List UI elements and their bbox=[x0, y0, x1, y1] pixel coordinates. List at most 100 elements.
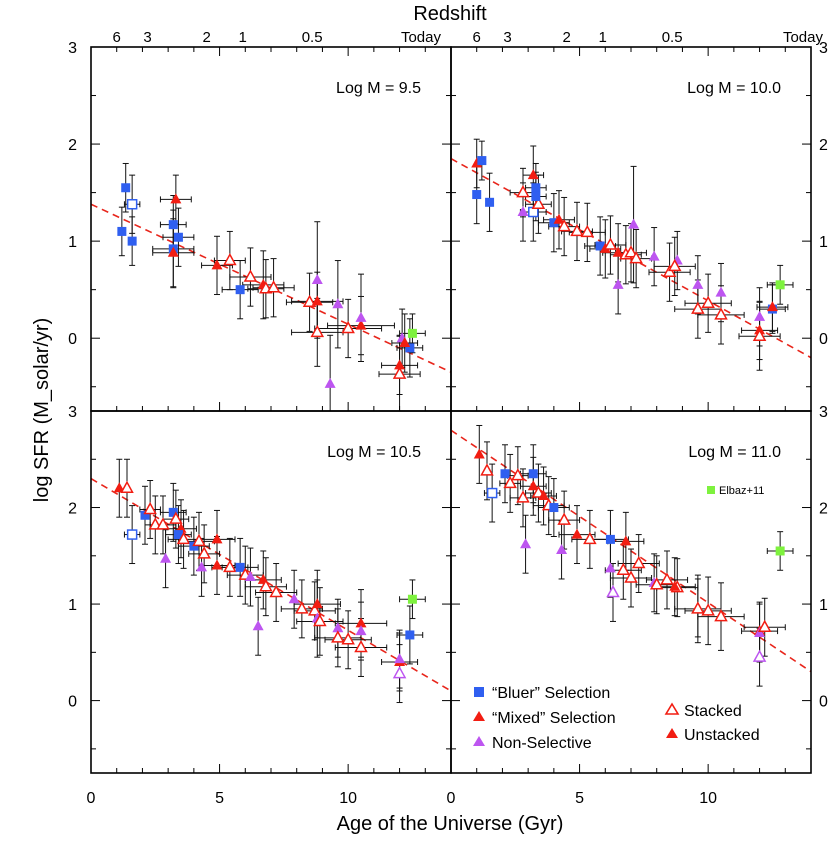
y-tick-label-right: 1 bbox=[819, 234, 828, 251]
y-tick-label: 3 bbox=[68, 40, 77, 57]
marker-blue-square bbox=[168, 220, 178, 230]
panel-4: Log M = 11.0 0 1 2 3 0 5 10 bbox=[447, 404, 828, 807]
legend-marker-elbaz bbox=[707, 486, 715, 494]
marker-red-triangle bbox=[516, 185, 530, 198]
marker-purple-triangle bbox=[715, 286, 727, 297]
marker-red-triangle bbox=[629, 251, 643, 264]
marker-blue-square bbox=[173, 530, 183, 540]
marker-purple-triangle bbox=[394, 653, 406, 664]
marker-purple-triangle bbox=[244, 571, 256, 582]
legend-label-unstacked: Unstacked bbox=[684, 727, 760, 744]
marker-red-triangle bbox=[516, 490, 530, 503]
plot-area bbox=[91, 458, 451, 704]
marker-red-triangle bbox=[211, 533, 223, 544]
marker-red-triangle bbox=[143, 501, 157, 515]
top-axis-label: Redshift bbox=[413, 3, 487, 25]
marker-red-triangle bbox=[341, 632, 355, 645]
marker-red-triangle bbox=[616, 562, 631, 576]
marker-green-square bbox=[775, 546, 785, 556]
marker-purple-triangle bbox=[648, 250, 660, 261]
marker-red-triangle bbox=[662, 264, 677, 277]
legend-label-nonselective: Non-Selective bbox=[492, 735, 592, 752]
marker-red-triangle bbox=[156, 517, 170, 530]
y-tick-label-right: 3 bbox=[819, 40, 828, 57]
marker-blue-square bbox=[549, 503, 559, 513]
marker-red-triangle bbox=[620, 535, 632, 546]
x-tick-label: 0 bbox=[87, 790, 96, 807]
legend-item-stacked: Stacked bbox=[664, 702, 742, 720]
marker-red-triangle bbox=[480, 463, 494, 476]
legend-item-elbaz: Elbaz+11 bbox=[707, 485, 764, 497]
marker-red-triangle bbox=[527, 480, 539, 491]
fit-line bbox=[91, 477, 451, 692]
panels: Log M = 9.5 0 1 2 3 6 3 2 1 0.5 Today Log M = 10.0 0… bbox=[68, 29, 828, 807]
marker-purple-triangle bbox=[355, 625, 367, 636]
redshift-tick-label: 6 bbox=[113, 29, 121, 46]
legend-marker-bluer bbox=[474, 687, 484, 697]
marker-red-triangle bbox=[176, 531, 191, 545]
marker-purple-triangle bbox=[606, 584, 620, 598]
marker-blue-square bbox=[168, 507, 178, 517]
legend-item-mixed: “Mixed” Selection bbox=[473, 710, 616, 727]
y-tick-label: 2 bbox=[68, 137, 77, 154]
marker-red-triangle bbox=[331, 630, 345, 643]
marker-blue-square bbox=[140, 510, 150, 520]
marker-red-triangle bbox=[167, 246, 179, 257]
legend-label-mixed: “Mixed” Selection bbox=[492, 710, 616, 727]
panel-title: Log M = 10.5 bbox=[327, 444, 421, 461]
marker-purple-triangle bbox=[517, 206, 529, 217]
marker-red-triangle bbox=[667, 258, 682, 272]
marker-red-triangle bbox=[624, 245, 638, 258]
x-tick-label: 10 bbox=[339, 790, 357, 807]
redshift-tick-label: 0.5 bbox=[302, 29, 323, 46]
marker-red-triangle bbox=[223, 559, 237, 573]
redshift-tick-label: 3 bbox=[143, 29, 151, 46]
y-tick-label-right: 0 bbox=[819, 331, 828, 348]
x-tick-label: 10 bbox=[699, 790, 717, 807]
panel-1: Log M = 9.5 0 1 2 3 6 3 2 1 0.5 Today bbox=[68, 29, 452, 412]
plot-area bbox=[451, 138, 811, 371]
marker-purple-triangle bbox=[288, 593, 300, 604]
marker-red-triangle bbox=[714, 609, 728, 622]
panel-title: Log M = 11.0 bbox=[688, 444, 781, 461]
plot-area bbox=[91, 162, 451, 411]
marker-red-triangle bbox=[307, 603, 322, 616]
legend-marker-unstacked bbox=[666, 728, 678, 738]
marker-red-triangle bbox=[714, 307, 728, 320]
marker-red-triangle bbox=[355, 319, 367, 330]
legend-item-nonselective: Non-Selective bbox=[473, 735, 592, 752]
marker-red-triangle bbox=[392, 366, 407, 379]
marker-red-triangle bbox=[660, 572, 674, 585]
marker-red-triangle bbox=[399, 337, 411, 348]
marker-purple-triangle bbox=[754, 310, 766, 321]
marker-purple-triangle bbox=[160, 552, 172, 563]
marker-red-triangle bbox=[557, 512, 571, 525]
marker-purple-triangle bbox=[332, 298, 344, 309]
marker-blue-square bbox=[235, 562, 245, 572]
marker-red-triangle bbox=[243, 269, 258, 282]
marker-red-triangle bbox=[570, 223, 584, 237]
marker-green-square bbox=[407, 328, 417, 338]
marker-blue-square bbox=[500, 469, 510, 479]
marker-red-triangle bbox=[503, 475, 517, 489]
marker-blue-square bbox=[173, 232, 183, 242]
marker-red-triangle bbox=[311, 598, 323, 609]
marker-purple-triangle bbox=[556, 544, 568, 555]
marker-red-triangle bbox=[120, 480, 134, 493]
y-tick-label: 0 bbox=[68, 694, 77, 711]
panel-title: Log M = 9.5 bbox=[336, 80, 421, 97]
panel-2: Log M = 10.0 0 1 2 3 6 3 2 1 0.5 Today bbox=[450, 29, 828, 412]
marker-blue-square bbox=[127, 236, 137, 246]
y-tick-label: 3 bbox=[68, 404, 77, 421]
marker-purple-triangle bbox=[332, 622, 344, 633]
legend-item-bluer: “Bluer” Selection bbox=[474, 685, 610, 702]
marker-red-triangle bbox=[355, 617, 367, 628]
marker-purple-triangle bbox=[196, 561, 208, 572]
marker-red-triangle bbox=[752, 328, 767, 342]
marker-red-triangle bbox=[557, 219, 571, 232]
marker-red-triangle bbox=[211, 559, 223, 570]
marker-red-triangle bbox=[553, 213, 565, 224]
y-tick-label-right: 2 bbox=[819, 501, 828, 518]
marker-red-triangle bbox=[259, 579, 273, 592]
